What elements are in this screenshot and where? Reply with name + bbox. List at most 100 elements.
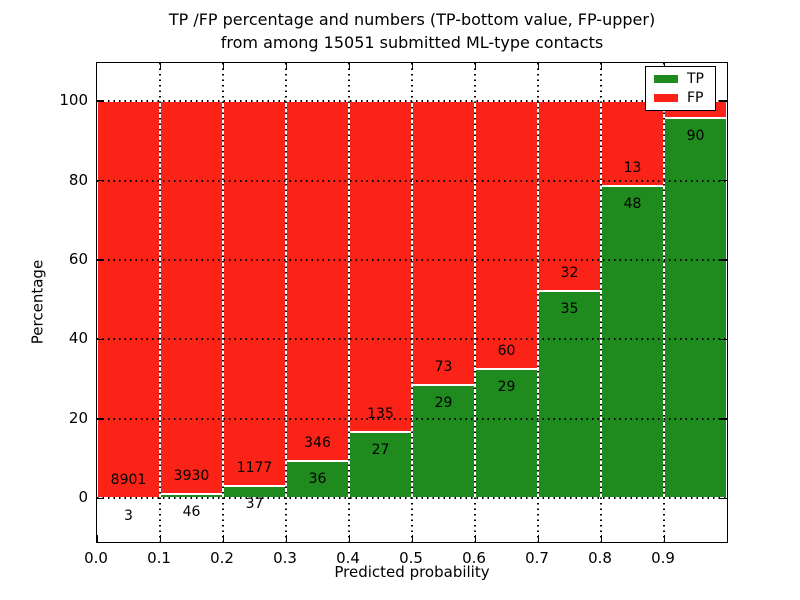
x-tick-label: 0.4 (336, 549, 360, 567)
tp-count-label: 29 (497, 378, 516, 395)
horizontal-gridline (97, 259, 727, 261)
y-axis-label: Percentage (28, 259, 47, 345)
x-tick-mark (348, 535, 350, 542)
horizontal-gridline (97, 100, 727, 103)
y-tick-mark (720, 259, 727, 261)
fp-bar (160, 101, 223, 494)
plot-canvas: 8901 3 3930 46 1177 37 346 36 135 27 73 29 60 29 32 35 1… (97, 63, 727, 542)
fp-bar (97, 101, 160, 499)
tp-swatch-icon (654, 75, 678, 83)
x-tick-label: 0.5 (399, 549, 423, 567)
y-tick-mark (720, 179, 727, 182)
vertical-gridline (537, 63, 539, 542)
tp-count-label: 48 (623, 195, 642, 212)
horizontal-gridline (97, 179, 727, 182)
y-tick-label: 80 (68, 170, 88, 189)
tp-bar (538, 290, 601, 499)
x-tick-label: 0.3 (273, 549, 297, 567)
fp-bar (412, 101, 475, 386)
vertical-gridline (159, 63, 161, 542)
y-tick-mark (97, 338, 104, 341)
vertical-gridline (474, 63, 476, 542)
y-tick-mark (97, 259, 104, 261)
y-tick-mark (97, 179, 104, 182)
legend-label-fp: FP (687, 90, 704, 106)
y-tick-label: 20 (68, 408, 88, 427)
vertical-gridline (285, 63, 287, 542)
y-tick-mark (97, 100, 104, 102)
horizontal-gridline (97, 417, 727, 420)
tp-count-label: 36 (308, 470, 327, 487)
chart-title-line1: TP /FP percentage and numbers (TP-bottom… (168, 10, 656, 29)
vertical-gridline (222, 63, 224, 542)
y-tick-label: 60 (68, 250, 88, 268)
x-tick-label: 0.9 (651, 549, 675, 567)
y-tick-label: 100 (59, 91, 88, 110)
legend: TP FP (645, 66, 716, 111)
fp-count-label: 73 (434, 359, 453, 376)
x-tick-mark (600, 63, 602, 70)
vertical-gridline (663, 63, 665, 542)
fp-count-label: 346 (304, 434, 331, 451)
fp-count-label: 135 (367, 406, 394, 423)
fp-count-label: 13 (623, 159, 642, 176)
fp-bar (538, 101, 601, 291)
tp-bar (664, 118, 727, 499)
x-tick-mark (663, 535, 665, 542)
horizontal-gridline (97, 497, 727, 500)
chart-title: TP /FP percentage and numbers (TP-bottom… (96, 8, 728, 54)
x-tick-mark (474, 63, 476, 70)
x-tick-mark (285, 63, 287, 70)
x-tick-mark (474, 535, 476, 542)
x-axis-label: Predicted probability (334, 563, 490, 581)
x-tick-mark (537, 535, 539, 542)
y-tick-mark (720, 338, 727, 341)
x-tick-label: 0.1 (147, 549, 171, 567)
plot-area: 8901 3 3930 46 1177 37 346 36 135 27 73 29 60 29 32 35 1… (96, 62, 728, 543)
tp-count-label: 35 (560, 300, 579, 317)
tp-count-label: 29 (434, 395, 453, 412)
x-tick-label: 0.0 (84, 549, 108, 567)
vertical-gridline (411, 63, 413, 542)
legend-label-tp: TP (687, 71, 704, 87)
x-tick-mark (411, 535, 413, 542)
tp-bar (601, 185, 664, 499)
fp-count-label: 8901 (110, 472, 147, 489)
fp-bar (475, 101, 538, 369)
legend-item-tp: TP (654, 72, 715, 86)
x-tick-mark (285, 535, 287, 542)
fp-bar (286, 101, 349, 461)
y-tick-mark (720, 418, 727, 420)
y-tick-mark (720, 497, 727, 500)
fp-count-label: 32 (560, 264, 579, 281)
x-tick-mark (222, 535, 224, 542)
fp-bar (349, 101, 412, 433)
tp-count-label: 27 (371, 442, 390, 459)
y-tick-mark (97, 497, 104, 500)
tp-count-label: 37 (245, 496, 264, 513)
horizontal-gridline (97, 338, 727, 341)
x-tick-mark (159, 63, 161, 70)
tp-count-label: 3 (124, 508, 133, 525)
x-tick-mark (411, 63, 413, 70)
fp-swatch-icon (654, 94, 678, 102)
vertical-gridline (600, 63, 602, 542)
legend-item-fp: FP (654, 91, 715, 105)
x-tick-label: 0.2 (210, 549, 234, 567)
fp-count-label: 60 (497, 342, 516, 359)
y-tick-label: 0 (78, 488, 88, 507)
x-tick-mark (159, 535, 161, 542)
x-tick-label: 0.7 (525, 549, 549, 567)
fp-count-label: 1177 (236, 460, 273, 477)
tp-count-label: 90 (686, 128, 705, 145)
fp-bar (223, 101, 286, 487)
x-tick-label: 0.6 (462, 549, 486, 567)
y-tick-label: 40 (68, 329, 88, 348)
chart-title-line2: from among 15051 submitted ML-type conta… (220, 33, 604, 52)
x-tick-label: 0.8 (588, 549, 612, 567)
x-tick-mark (537, 63, 539, 70)
y-tick-mark (720, 100, 727, 102)
x-tick-mark (97, 535, 98, 542)
vertical-gridline (348, 63, 350, 542)
